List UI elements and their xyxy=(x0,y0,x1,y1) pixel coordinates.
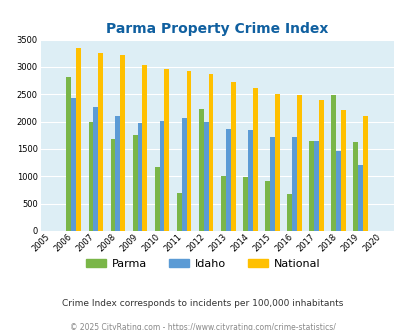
Legend: Parma, Idaho, National: Parma, Idaho, National xyxy=(81,254,324,273)
Bar xyxy=(313,141,318,231)
Title: Parma Property Crime Index: Parma Property Crime Index xyxy=(106,22,328,36)
Bar xyxy=(154,167,159,231)
Text: Crime Index corresponds to incidents per 100,000 inhabitants: Crime Index corresponds to incidents per… xyxy=(62,299,343,308)
Bar xyxy=(330,95,335,231)
Bar xyxy=(243,177,247,231)
Bar xyxy=(186,71,191,231)
Bar xyxy=(309,141,313,231)
Bar xyxy=(274,94,279,231)
Bar xyxy=(137,123,142,231)
Bar xyxy=(98,53,103,231)
Bar xyxy=(208,74,213,231)
Bar xyxy=(181,118,186,231)
Bar xyxy=(93,107,98,231)
Bar xyxy=(164,69,169,231)
Text: © 2025 CityRating.com - https://www.cityrating.com/crime-statistics/: © 2025 CityRating.com - https://www.city… xyxy=(70,323,335,330)
Bar xyxy=(203,122,208,231)
Bar xyxy=(252,88,257,231)
Bar xyxy=(357,165,362,231)
Bar xyxy=(76,48,81,231)
Bar xyxy=(291,137,296,231)
Bar xyxy=(88,122,93,231)
Bar xyxy=(198,109,203,231)
Bar xyxy=(247,130,252,231)
Bar xyxy=(159,121,164,231)
Bar xyxy=(340,110,345,231)
Bar xyxy=(176,193,181,231)
Bar xyxy=(225,129,230,231)
Bar xyxy=(220,176,225,231)
Bar xyxy=(335,150,340,231)
Bar xyxy=(110,139,115,231)
Bar xyxy=(264,181,269,231)
Bar xyxy=(296,95,301,231)
Bar xyxy=(362,115,367,231)
Bar xyxy=(71,98,76,231)
Bar xyxy=(318,100,323,231)
Bar xyxy=(132,135,137,231)
Bar xyxy=(352,143,357,231)
Bar xyxy=(120,55,125,231)
Bar xyxy=(115,116,120,231)
Bar xyxy=(286,194,291,231)
Bar xyxy=(66,77,71,231)
Bar xyxy=(230,82,235,231)
Bar xyxy=(142,65,147,231)
Bar xyxy=(269,137,274,231)
